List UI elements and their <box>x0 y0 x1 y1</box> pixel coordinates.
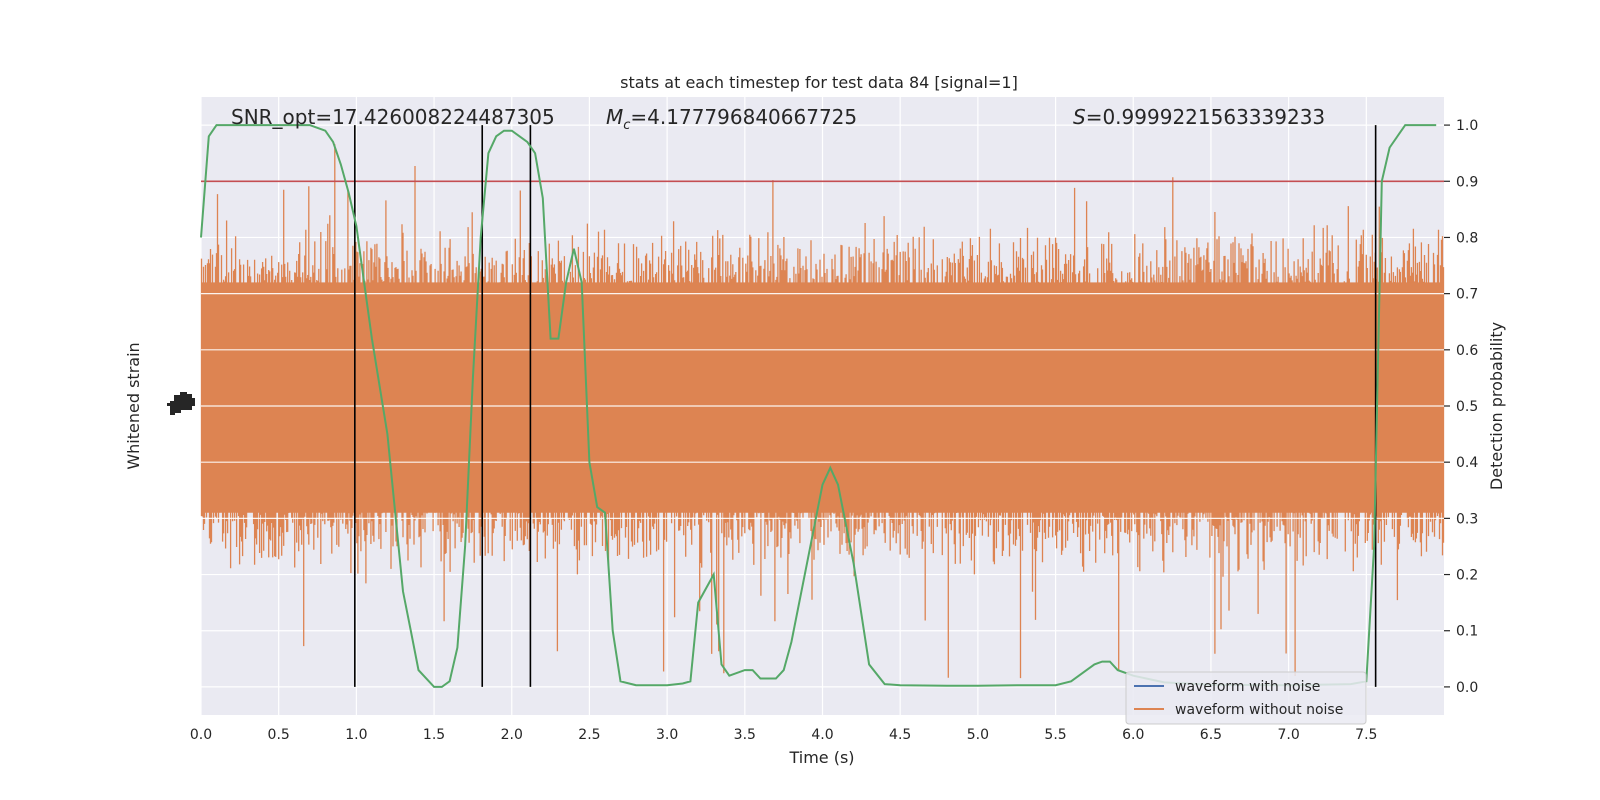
x-tick-label: 5.5 <box>1044 727 1066 743</box>
x-tick-label: 1.5 <box>423 727 445 743</box>
mc-symbol: M <box>606 105 623 129</box>
x-tick-label: 3.5 <box>734 727 756 743</box>
right-y-tick-label: 0.7 <box>1456 287 1478 303</box>
left-y-tick-glyph <box>170 401 175 415</box>
waveform-without-noise-core <box>201 282 1444 513</box>
right-y-tick-label: 1.0 <box>1456 118 1478 134</box>
x-tick-label: 1.0 <box>345 727 367 743</box>
s-value: =0.9999221563339233 <box>1086 105 1325 129</box>
left-y-tick-labels <box>167 392 195 415</box>
x-tick-label: 3.0 <box>656 727 678 743</box>
left-y-axis-label: Whitened strain <box>124 342 143 469</box>
right-y-tick-label: 0.4 <box>1456 455 1478 471</box>
legend-label-with-noise: waveform with noise <box>1175 679 1320 695</box>
left-y-tick-glyph <box>186 394 192 410</box>
right-y-tick-label: 0.1 <box>1456 624 1478 640</box>
s-symbol: S <box>1073 105 1086 129</box>
mc-value: =4.177796840667725 <box>630 105 857 129</box>
x-tick-label: 2.0 <box>501 727 523 743</box>
x-axis-label: Time (s) <box>788 748 854 767</box>
right-y-tick-label: 0.5 <box>1456 399 1478 415</box>
x-tick-label: 6.5 <box>1200 727 1222 743</box>
left-y-tick-glyph <box>180 392 187 410</box>
x-tick-label: 0.5 <box>268 727 290 743</box>
x-tick-label: 4.0 <box>811 727 833 743</box>
legend: waveform with noise waveform without noi… <box>1125 671 1367 725</box>
legend-box <box>1125 671 1367 725</box>
right-y-tick-label: 0.0 <box>1456 680 1478 696</box>
x-tick-label: 2.5 <box>578 727 600 743</box>
x-tick-label: 0.0 <box>190 727 212 743</box>
x-tick-label: 7.5 <box>1355 727 1377 743</box>
x-tick-label: 6.0 <box>1122 727 1144 743</box>
left-y-tick-glyph <box>190 398 195 406</box>
left-y-tick-glyph <box>167 403 176 406</box>
detection-probability-line <box>200 124 1437 688</box>
left-y-tick-glyph <box>174 395 181 413</box>
right-y-tick-labels: 0.0 0.1 0.2 0.3 0.4 0.5 0.6 0.7 0.8 0.9 1.0 <box>1444 118 1478 696</box>
mc-subscript: c <box>623 118 630 133</box>
plot-area <box>200 97 1445 715</box>
right-y-tick-label: 0.8 <box>1456 230 1478 246</box>
x-tick-label: 4.5 <box>889 727 911 743</box>
x-tick-label: 7.0 <box>1277 727 1299 743</box>
snr-annotation: SNR_opt=17.426008224487305 <box>231 105 555 129</box>
right-y-tick-label: 0.6 <box>1456 343 1478 359</box>
chart-title: stats at each timestep for test data 84 … <box>620 73 1018 92</box>
legend-label-without-noise: waveform without noise <box>1175 702 1343 718</box>
right-y-tick-label: 0.2 <box>1456 568 1478 584</box>
x-tick-label: 5.0 <box>967 727 989 743</box>
mc-annotation: Mc=4.177796840667725 <box>606 105 857 133</box>
right-y-tick-label: 0.3 <box>1456 511 1478 527</box>
s-annotation: S=0.9999221563339233 <box>1073 105 1325 129</box>
right-y-axis-label: Detection probability <box>1487 322 1506 490</box>
x-tick-labels: 0.0 0.5 1.0 1.5 2.0 2.5 3.0 3.5 4.0 4.5 5.0 5.5 6.0 6… <box>190 727 1378 743</box>
waveform-without-noise-series <box>200 144 1445 679</box>
right-y-tick-label: 0.9 <box>1456 174 1478 190</box>
